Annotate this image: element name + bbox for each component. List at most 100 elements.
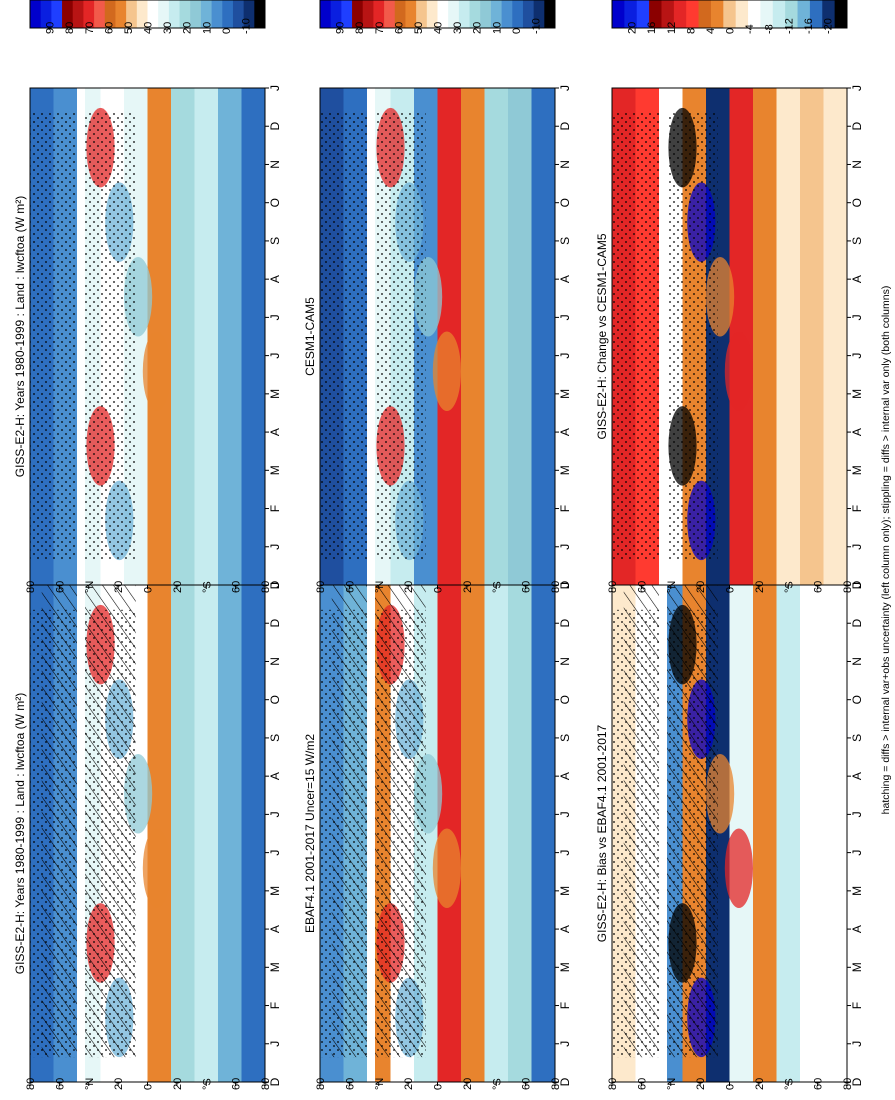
x-tick-label: M xyxy=(850,962,864,972)
colorbar-swatch xyxy=(760,0,774,28)
colorbar-tick-label: 20 xyxy=(627,22,639,34)
y-tick-label: 0 xyxy=(433,1084,445,1090)
panel-title: GISS-E2-H: Years 1980-1999 : Land : lwcf… xyxy=(13,693,27,974)
colorbar-swatch xyxy=(94,0,106,28)
colorbar-swatch xyxy=(426,0,438,28)
y-tick-label: 20 xyxy=(113,1078,125,1090)
mask-strip xyxy=(77,585,85,1082)
y-tick-label: 80 xyxy=(315,581,327,593)
field-band xyxy=(753,88,778,585)
field-feature xyxy=(724,331,754,412)
mask-strip xyxy=(77,88,85,585)
colorbar-swatch xyxy=(168,0,180,28)
field-band xyxy=(823,585,847,1082)
field-band xyxy=(461,585,486,1082)
field-band xyxy=(823,88,847,585)
x-tick-label: J xyxy=(268,544,282,550)
colorbar-swatch xyxy=(394,0,406,28)
y-tick-label: 60 xyxy=(231,1078,243,1090)
x-tick-label: O xyxy=(850,198,864,207)
colorbar-frame xyxy=(611,0,848,29)
colorbar-swatch xyxy=(51,0,63,28)
colorbar-swatch xyxy=(373,0,385,28)
colorbar-tick-label: 90 xyxy=(335,22,347,34)
colorbar-tick-label: 4 xyxy=(705,28,717,34)
colorbar-swatch xyxy=(673,0,687,28)
x-tick-label: J xyxy=(558,850,572,856)
x-tick-label: J xyxy=(850,582,864,588)
panel-title: EBAF4.1 2001-2017 Uncer=15 W/m2 xyxy=(303,734,317,933)
x-tick-label: F xyxy=(558,505,572,512)
x-tick-label: M xyxy=(558,962,572,972)
colorbar-swatch xyxy=(136,0,148,28)
field-band xyxy=(484,88,509,585)
y-tick-label: 60 xyxy=(54,1078,66,1090)
x-tick-label: A xyxy=(558,275,572,283)
field-band xyxy=(800,88,825,585)
mask-strip xyxy=(659,585,667,1082)
y-tick-label: 60 xyxy=(813,581,825,593)
field-band xyxy=(753,585,778,1082)
y-tick-label: 80 xyxy=(25,581,37,593)
x-tick-label: J xyxy=(850,850,864,856)
x-tick-label: O xyxy=(558,695,572,704)
x-tick-label: J xyxy=(558,1041,572,1047)
colorbar-swatch xyxy=(469,0,481,28)
colorbar-tick-label: 80 xyxy=(354,22,366,34)
y-tick-label: 60 xyxy=(521,581,533,593)
colorbar-swatch xyxy=(341,0,353,28)
y-tick-label: °N xyxy=(666,1078,678,1090)
field-feature xyxy=(142,828,171,909)
colorbar-tick-label: -12 xyxy=(783,18,795,34)
colorbar-swatch xyxy=(384,0,396,28)
colorbar-tick-label: -4 xyxy=(744,24,756,34)
field-feature xyxy=(432,331,461,412)
x-tick-label: N xyxy=(850,657,864,666)
colorbar-swatch xyxy=(533,0,545,28)
x-tick-label: J xyxy=(558,314,572,320)
colorbar-swatch xyxy=(834,0,848,28)
colorbar-tick-label: -8 xyxy=(764,24,776,34)
y-tick-label: 20 xyxy=(754,1078,766,1090)
colorbar-swatch xyxy=(822,0,836,28)
y-tick-label: 80 xyxy=(315,1078,327,1090)
y-tick-label: °S xyxy=(491,1078,503,1090)
x-tick-label: D xyxy=(558,619,572,628)
x-tick-label: J xyxy=(268,582,282,588)
y-tick-label: 80 xyxy=(25,1078,37,1090)
x-tick-label: S xyxy=(850,734,864,742)
x-tick-label: A xyxy=(850,428,864,436)
colorbar-swatch xyxy=(104,0,116,28)
x-tick-label: J xyxy=(268,85,282,91)
x-tick-label: M xyxy=(558,389,572,399)
colorbar-tick-label: 0 xyxy=(511,28,523,34)
colorbar-swatch xyxy=(723,0,737,28)
field-band xyxy=(531,88,555,585)
field-band xyxy=(241,585,265,1082)
y-tick-label: °N xyxy=(84,1078,96,1090)
field-band xyxy=(508,88,533,585)
hatching xyxy=(41,585,136,1058)
field-band xyxy=(241,88,265,585)
colorbar-tick-label: 0 xyxy=(725,28,737,34)
panel-title: GISS-E2-H: Change vs CESM1-CAM5 xyxy=(595,233,609,439)
colorbar-swatch xyxy=(624,0,638,28)
y-tick-label: 60 xyxy=(54,581,66,593)
colorbar-swatch xyxy=(254,0,266,28)
x-tick-label: J xyxy=(268,1041,282,1047)
colorbar-swatch xyxy=(797,0,811,28)
x-tick-label: A xyxy=(558,428,572,436)
colorbar-tick-label: 16 xyxy=(646,22,658,34)
colorbar-swatch xyxy=(501,0,513,28)
colorbar-swatch xyxy=(320,0,332,28)
colorbar-swatch xyxy=(211,0,223,28)
x-tick-label: N xyxy=(558,160,572,169)
y-tick-label: 20 xyxy=(403,1078,415,1090)
colorbar-swatch xyxy=(458,0,470,28)
x-tick-label: O xyxy=(558,198,572,207)
colorbar-swatch xyxy=(232,0,245,28)
x-tick-label: A xyxy=(850,275,864,283)
colorbar-swatch xyxy=(661,0,675,28)
y-tick-label: 60 xyxy=(521,1078,533,1090)
